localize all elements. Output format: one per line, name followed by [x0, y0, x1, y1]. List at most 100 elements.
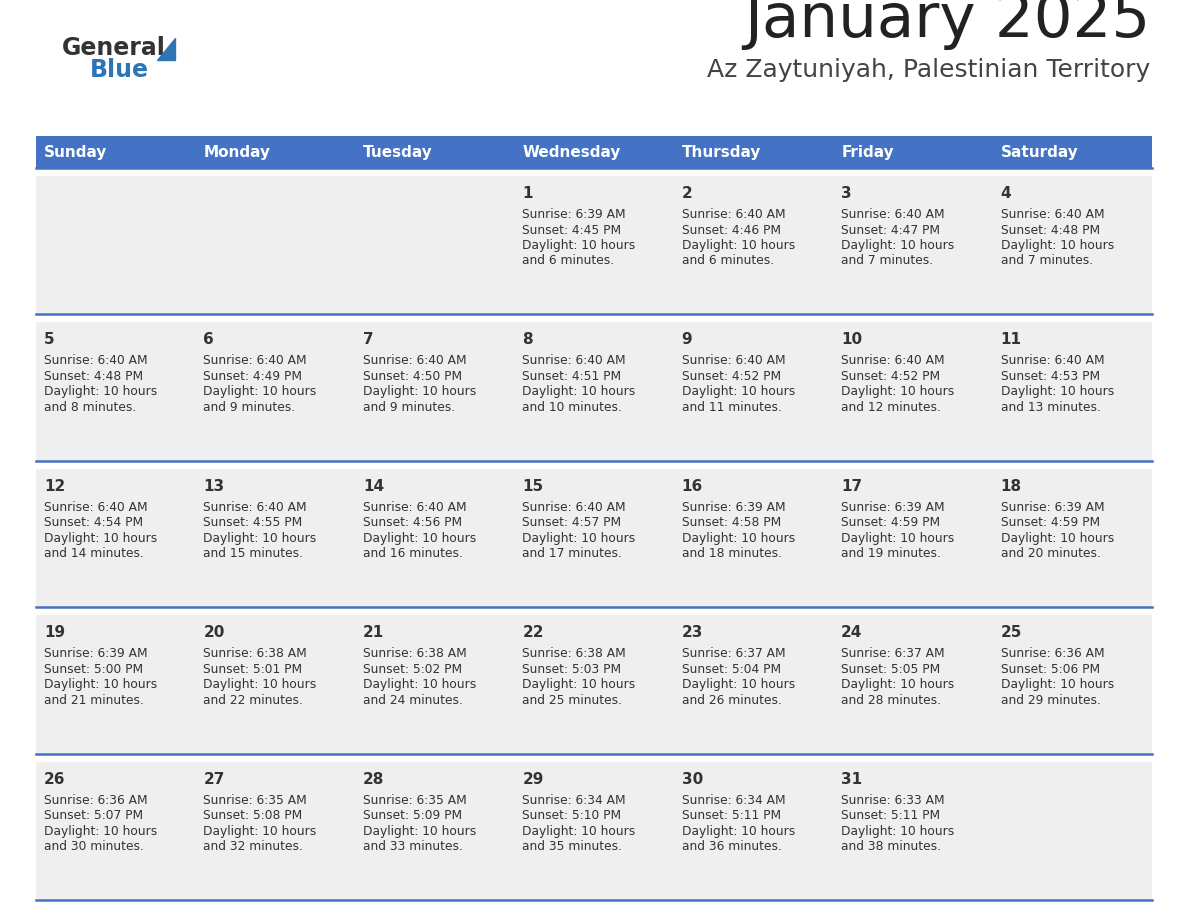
Bar	[36, 469, 196, 607]
Text: Sunset: 5:06 PM: Sunset: 5:06 PM	[1000, 663, 1100, 676]
Bar	[196, 322, 355, 461]
Bar	[36, 461, 1152, 469]
Bar	[36, 607, 1152, 615]
Bar	[833, 176, 992, 314]
Text: Sunrise: 6:39 AM: Sunrise: 6:39 AM	[841, 501, 944, 514]
Text: Sunrise: 6:40 AM: Sunrise: 6:40 AM	[682, 354, 785, 367]
Text: Sunrise: 6:40 AM: Sunrise: 6:40 AM	[841, 208, 944, 221]
Text: and 9 minutes.: and 9 minutes.	[203, 401, 296, 414]
Bar	[674, 136, 833, 168]
Text: 4: 4	[1000, 186, 1011, 201]
Text: Daylight: 10 hours: Daylight: 10 hours	[682, 386, 795, 398]
Text: 13: 13	[203, 479, 225, 494]
Text: 23: 23	[682, 625, 703, 640]
Text: and 6 minutes.: and 6 minutes.	[523, 254, 614, 267]
Text: Daylight: 10 hours: Daylight: 10 hours	[682, 239, 795, 252]
Text: Daylight: 10 hours: Daylight: 10 hours	[682, 678, 795, 691]
Bar	[36, 615, 196, 754]
Text: Sunset: 4:59 PM: Sunset: 4:59 PM	[1000, 516, 1100, 530]
Text: Az Zaytuniyah, Palestinian Territory: Az Zaytuniyah, Palestinian Territory	[707, 58, 1150, 82]
Text: Daylight: 10 hours: Daylight: 10 hours	[523, 678, 636, 691]
Text: Sunrise: 6:34 AM: Sunrise: 6:34 AM	[682, 793, 785, 807]
Text: Daylight: 10 hours: Daylight: 10 hours	[841, 678, 954, 691]
Text: and 16 minutes.: and 16 minutes.	[362, 547, 463, 560]
Polygon shape	[157, 38, 175, 60]
Bar	[514, 762, 674, 900]
Text: Sunset: 4:48 PM: Sunset: 4:48 PM	[44, 370, 143, 383]
Text: and 11 minutes.: and 11 minutes.	[682, 401, 782, 414]
Bar	[992, 176, 1152, 314]
Text: and 9 minutes.: and 9 minutes.	[362, 401, 455, 414]
Text: and 33 minutes.: and 33 minutes.	[362, 840, 463, 853]
Text: Blue: Blue	[90, 58, 148, 82]
Bar	[36, 136, 196, 168]
Bar	[36, 322, 196, 461]
Text: Sunset: 4:57 PM: Sunset: 4:57 PM	[523, 516, 621, 530]
Text: Sunset: 5:08 PM: Sunset: 5:08 PM	[203, 809, 303, 823]
Text: 22: 22	[523, 625, 544, 640]
Bar	[355, 469, 514, 607]
Text: and 15 minutes.: and 15 minutes.	[203, 547, 303, 560]
Text: 6: 6	[203, 332, 214, 347]
Bar	[355, 762, 514, 900]
Text: and 12 minutes.: and 12 minutes.	[841, 401, 941, 414]
Bar	[196, 136, 355, 168]
Bar	[36, 762, 196, 900]
Text: 25: 25	[1000, 625, 1022, 640]
Text: Sunrise: 6:40 AM: Sunrise: 6:40 AM	[44, 501, 147, 514]
Text: 11: 11	[1000, 332, 1022, 347]
Text: 27: 27	[203, 772, 225, 787]
Text: Sunrise: 6:39 AM: Sunrise: 6:39 AM	[682, 501, 785, 514]
Bar	[514, 322, 674, 461]
Text: Sunset: 4:45 PM: Sunset: 4:45 PM	[523, 223, 621, 237]
Bar	[36, 314, 1152, 322]
Text: and 10 minutes.: and 10 minutes.	[523, 401, 623, 414]
Text: Sunset: 4:52 PM: Sunset: 4:52 PM	[841, 370, 940, 383]
Text: Sunset: 5:03 PM: Sunset: 5:03 PM	[523, 663, 621, 676]
Text: Sunrise: 6:40 AM: Sunrise: 6:40 AM	[203, 501, 307, 514]
Bar	[674, 762, 833, 900]
Text: Sunrise: 6:37 AM: Sunrise: 6:37 AM	[682, 647, 785, 660]
Bar	[833, 322, 992, 461]
Text: 2: 2	[682, 186, 693, 201]
Text: Daylight: 10 hours: Daylight: 10 hours	[362, 824, 476, 837]
Bar	[514, 615, 674, 754]
Text: Sunrise: 6:40 AM: Sunrise: 6:40 AM	[203, 354, 307, 367]
Text: Thursday: Thursday	[682, 144, 762, 160]
Text: Daylight: 10 hours: Daylight: 10 hours	[523, 386, 636, 398]
Bar	[833, 136, 992, 168]
Text: and 28 minutes.: and 28 minutes.	[841, 694, 941, 707]
Text: Sunrise: 6:38 AM: Sunrise: 6:38 AM	[523, 647, 626, 660]
Text: Sunset: 5:07 PM: Sunset: 5:07 PM	[44, 809, 143, 823]
Text: Sunrise: 6:35 AM: Sunrise: 6:35 AM	[203, 793, 308, 807]
Text: and 21 minutes.: and 21 minutes.	[44, 694, 144, 707]
Text: Daylight: 10 hours: Daylight: 10 hours	[523, 532, 636, 544]
Text: Sunset: 4:48 PM: Sunset: 4:48 PM	[1000, 223, 1100, 237]
Text: Sunset: 4:47 PM: Sunset: 4:47 PM	[841, 223, 940, 237]
Text: Sunset: 5:02 PM: Sunset: 5:02 PM	[362, 663, 462, 676]
Text: Sunset: 4:50 PM: Sunset: 4:50 PM	[362, 370, 462, 383]
Text: and 8 minutes.: and 8 minutes.	[44, 401, 137, 414]
Text: and 14 minutes.: and 14 minutes.	[44, 547, 144, 560]
Text: Sunrise: 6:40 AM: Sunrise: 6:40 AM	[44, 354, 147, 367]
Text: 29: 29	[523, 772, 544, 787]
Text: Sunset: 4:49 PM: Sunset: 4:49 PM	[203, 370, 303, 383]
Text: and 19 minutes.: and 19 minutes.	[841, 547, 941, 560]
Bar	[196, 615, 355, 754]
Text: Daylight: 10 hours: Daylight: 10 hours	[44, 678, 157, 691]
Bar	[355, 615, 514, 754]
Text: Sunset: 5:09 PM: Sunset: 5:09 PM	[362, 809, 462, 823]
Text: and 13 minutes.: and 13 minutes.	[1000, 401, 1100, 414]
Text: 20: 20	[203, 625, 225, 640]
Text: Daylight: 10 hours: Daylight: 10 hours	[1000, 678, 1114, 691]
Text: Sunrise: 6:36 AM: Sunrise: 6:36 AM	[44, 793, 147, 807]
Bar	[674, 322, 833, 461]
Text: Sunset: 5:04 PM: Sunset: 5:04 PM	[682, 663, 781, 676]
Text: Tuesday: Tuesday	[362, 144, 432, 160]
Text: and 24 minutes.: and 24 minutes.	[362, 694, 463, 707]
Text: 21: 21	[362, 625, 384, 640]
Bar	[674, 469, 833, 607]
Text: 12: 12	[44, 479, 65, 494]
Text: 14: 14	[362, 479, 384, 494]
Text: Sunrise: 6:40 AM: Sunrise: 6:40 AM	[362, 354, 467, 367]
